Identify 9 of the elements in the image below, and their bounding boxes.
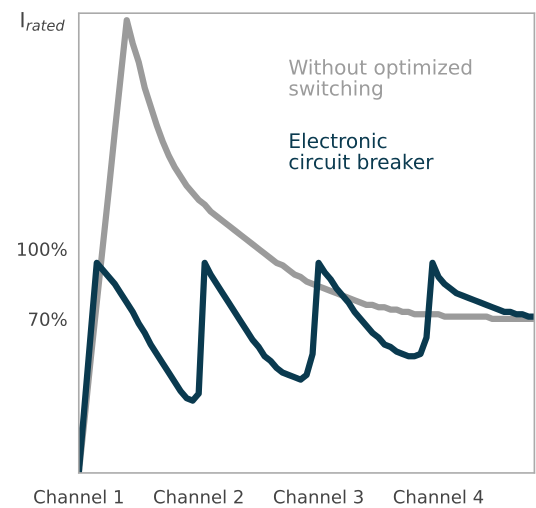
text: Electronic circuit breaker bbox=[289, 132, 434, 170]
y-tick-label: 100% bbox=[18, 242, 67, 256]
x-tick-label: Channel 2 bbox=[154, 490, 243, 504]
x-tick-label: Channel 1 bbox=[34, 490, 123, 504]
x-tick-label: Channel 3 bbox=[274, 490, 363, 504]
y-axis-title: I$_{rated}$ bbox=[21, 12, 65, 31]
x-tick-label: Channel 4 bbox=[394, 490, 484, 504]
y-tick-label: 70% bbox=[29, 312, 67, 326]
text: Without optimized switching bbox=[289, 59, 472, 100]
